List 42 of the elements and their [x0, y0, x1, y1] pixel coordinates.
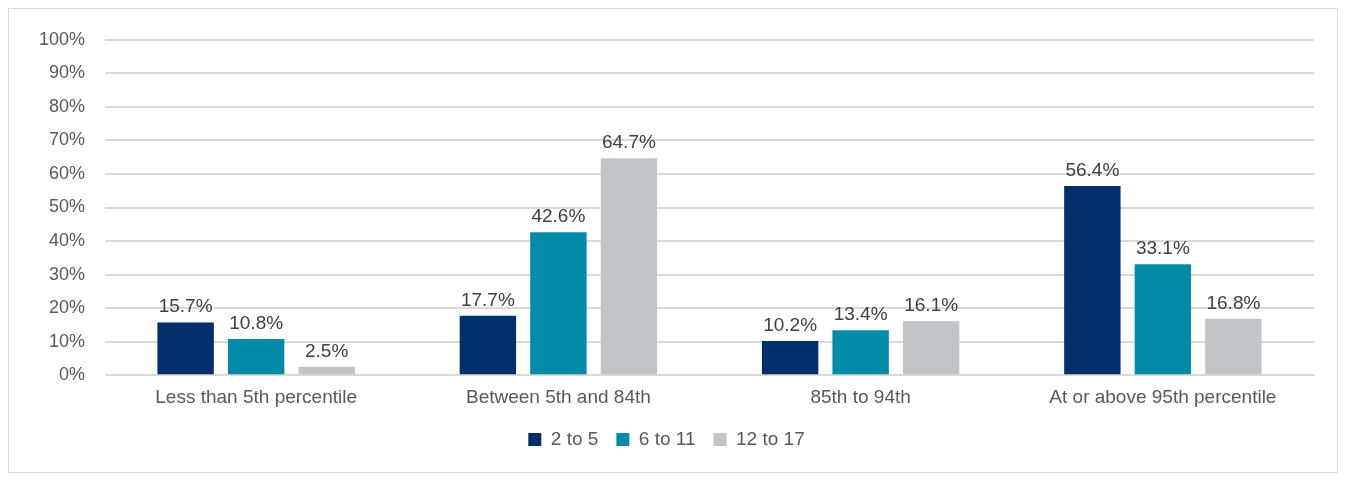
legend-label: 12 to 17: [736, 427, 805, 449]
bar: [530, 232, 587, 375]
data-label: 64.7%: [601, 130, 656, 152]
bar: [298, 366, 355, 375]
y-tick-label: 20%: [49, 297, 86, 318]
data-label: 33.1%: [1135, 236, 1190, 258]
bar: [832, 330, 889, 375]
y-tick-label: 100%: [38, 28, 86, 49]
legend-label: 2 to 5: [550, 427, 599, 449]
y-tick-label: 40%: [49, 230, 86, 251]
x-tick-label: Between 5th and 84th: [465, 385, 651, 407]
data-label: 10.8%: [229, 311, 284, 333]
legend-label: 6 to 11: [638, 427, 696, 449]
bar: [761, 340, 819, 375]
y-tick-label: 60%: [49, 162, 86, 183]
y-tick-label: 30%: [49, 263, 86, 284]
data-label: 2.5%: [305, 339, 349, 361]
bar: [902, 321, 960, 375]
bar: [227, 338, 285, 375]
data-label: 17.7%: [460, 288, 515, 310]
y-tick-label: 10%: [49, 330, 86, 351]
data-label: 15.7%: [158, 295, 213, 317]
x-tick-label: At or above 95th percentile: [1049, 385, 1277, 407]
y-tick-label: 70%: [49, 129, 86, 150]
data-label: 16.1%: [904, 293, 959, 315]
y-tick-label: 90%: [49, 62, 86, 83]
x-tick-label: Less than 5th percentile: [155, 385, 358, 407]
bar: [157, 322, 214, 375]
bar: [1064, 186, 1121, 375]
data-label: 16.8%: [1206, 291, 1261, 313]
bar: [1134, 264, 1192, 375]
data-label: 10.2%: [763, 313, 818, 335]
y-tick-label: 80%: [49, 95, 86, 116]
x-tick-label: 85th to 94th: [810, 385, 911, 407]
y-tick-label: 0%: [59, 364, 86, 385]
data-label: 56.4%: [1065, 158, 1120, 180]
bar: [459, 315, 517, 375]
y-tick-label: 50%: [49, 196, 86, 217]
data-label: 13.4%: [833, 302, 888, 324]
bar: [1205, 318, 1262, 375]
data-label: 42.6%: [531, 205, 586, 227]
bar: [600, 158, 658, 375]
